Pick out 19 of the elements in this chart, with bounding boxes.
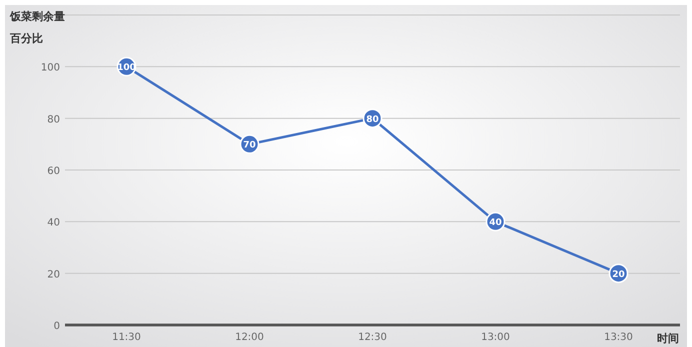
x-tick-label: 12:30 [358, 332, 387, 343]
x-tick-label: 11:30 [112, 332, 141, 343]
x-tick-label: 13:30 [604, 332, 633, 343]
y-axis-title: 百分比 [9, 32, 43, 45]
x-axis-title: 时间 [657, 332, 679, 345]
y-tick-label: 40 [47, 218, 60, 229]
x-tick-label: 13:00 [481, 332, 510, 343]
data-label: 20 [612, 270, 625, 280]
chart-title: 饭菜剩余量 [9, 10, 65, 23]
data-label: 100 [117, 63, 136, 74]
data-label: 70 [243, 140, 256, 151]
data-label: 40 [489, 218, 502, 228]
y-tick-label: 100 [40, 62, 60, 74]
y-tick-label: 80 [47, 114, 60, 126]
y-tick-label: 20 [47, 269, 60, 280]
x-tick-label: 12:00 [235, 332, 264, 343]
data-label: 80 [366, 114, 379, 125]
y-tick-label: 60 [47, 166, 60, 177]
y-tick-label: 0 [54, 321, 60, 332]
